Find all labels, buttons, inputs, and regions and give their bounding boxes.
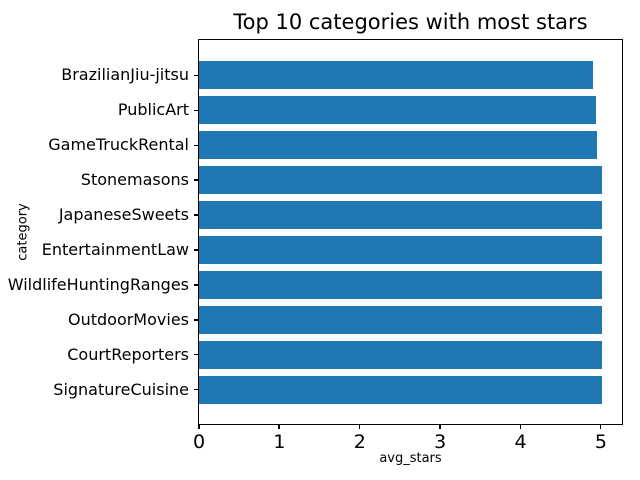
- bar: [199, 131, 598, 160]
- x-tick-mark: [198, 425, 200, 429]
- x-tick-label: 4: [514, 431, 527, 453]
- bar-row: WildlifeHuntingRanges: [8, 267, 622, 302]
- y-tick-label: GameTruckRental: [48, 135, 189, 155]
- y-tick-mark: [193, 353, 198, 356]
- bar-row: EntertainmentLaw: [42, 233, 622, 268]
- bar-row: SignatureCuisine: [53, 372, 622, 407]
- x-tick-mark: [519, 425, 522, 429]
- y-tick-mark: [193, 74, 198, 77]
- y-tick-label: OutdoorMovies: [67, 309, 189, 329]
- x-tick-mark: [278, 425, 280, 429]
- y-tick-label: SignatureCuisine: [53, 379, 189, 399]
- bar: [199, 61, 593, 90]
- x-tick-label: 2: [353, 431, 366, 453]
- y-tick-mark: [193, 284, 198, 286]
- bar-row: JapaneseSweets: [59, 198, 622, 233]
- y-axis-label: category: [15, 203, 31, 261]
- x-axis-ticks: 0 1 2 3 4 5: [193, 425, 621, 457]
- bar-row: BrazilianJiu-jitsu: [61, 58, 622, 93]
- y-tick-label: BrazilianJiu-jitsu: [61, 65, 189, 85]
- bar: [199, 305, 602, 334]
- x-tick-label: 0: [192, 431, 206, 453]
- y-tick-label: EntertainmentLaw: [41, 239, 189, 259]
- x-tick-mark: [439, 425, 441, 429]
- bar-row: CourtReporters: [67, 337, 622, 372]
- y-tick-label: JapaneseSweets: [58, 205, 189, 225]
- bar: [199, 96, 597, 125]
- bar: [199, 270, 602, 299]
- y-tick-mark: [193, 319, 198, 321]
- y-tick-mark: [193, 249, 198, 251]
- x-tick-label: 1: [273, 431, 286, 453]
- plot-area: BrazilianJiu-jitsu PublicArt GameTruckRe…: [8, 39, 623, 425]
- y-tick-mark: [193, 388, 198, 391]
- x-tick-label: 5: [594, 431, 607, 453]
- bars-container: BrazilianJiu-jitsu PublicArt GameTruckRe…: [8, 40, 622, 424]
- y-tick-label: PublicArt: [117, 100, 189, 120]
- y-tick-mark: [193, 144, 198, 147]
- y-tick-label: Stonemasons: [80, 170, 189, 190]
- bar-row: Stonemasons: [81, 163, 622, 198]
- y-tick-mark: [193, 179, 198, 181]
- bar: [199, 201, 602, 230]
- bar: [199, 375, 602, 404]
- y-tick-label: WildlifeHuntingRanges: [7, 274, 189, 294]
- bar-row: OutdoorMovies: [68, 302, 622, 337]
- y-tick-mark: [193, 109, 198, 112]
- bar: [199, 340, 602, 369]
- bar: [199, 235, 602, 264]
- chart-title: Top 10 categories with most stars: [233, 10, 588, 34]
- y-tick-mark: [193, 214, 198, 216]
- bar-row: GameTruckRental: [48, 128, 622, 163]
- y-tick-label: CourtReporters: [67, 344, 189, 364]
- bar: [199, 166, 602, 195]
- x-axis-label: avg_stars: [379, 451, 442, 466]
- bar-row: PublicArt: [118, 93, 622, 128]
- x-tick-label: 3: [434, 431, 447, 453]
- x-tick-mark: [599, 425, 602, 429]
- x-tick-mark: [358, 425, 361, 429]
